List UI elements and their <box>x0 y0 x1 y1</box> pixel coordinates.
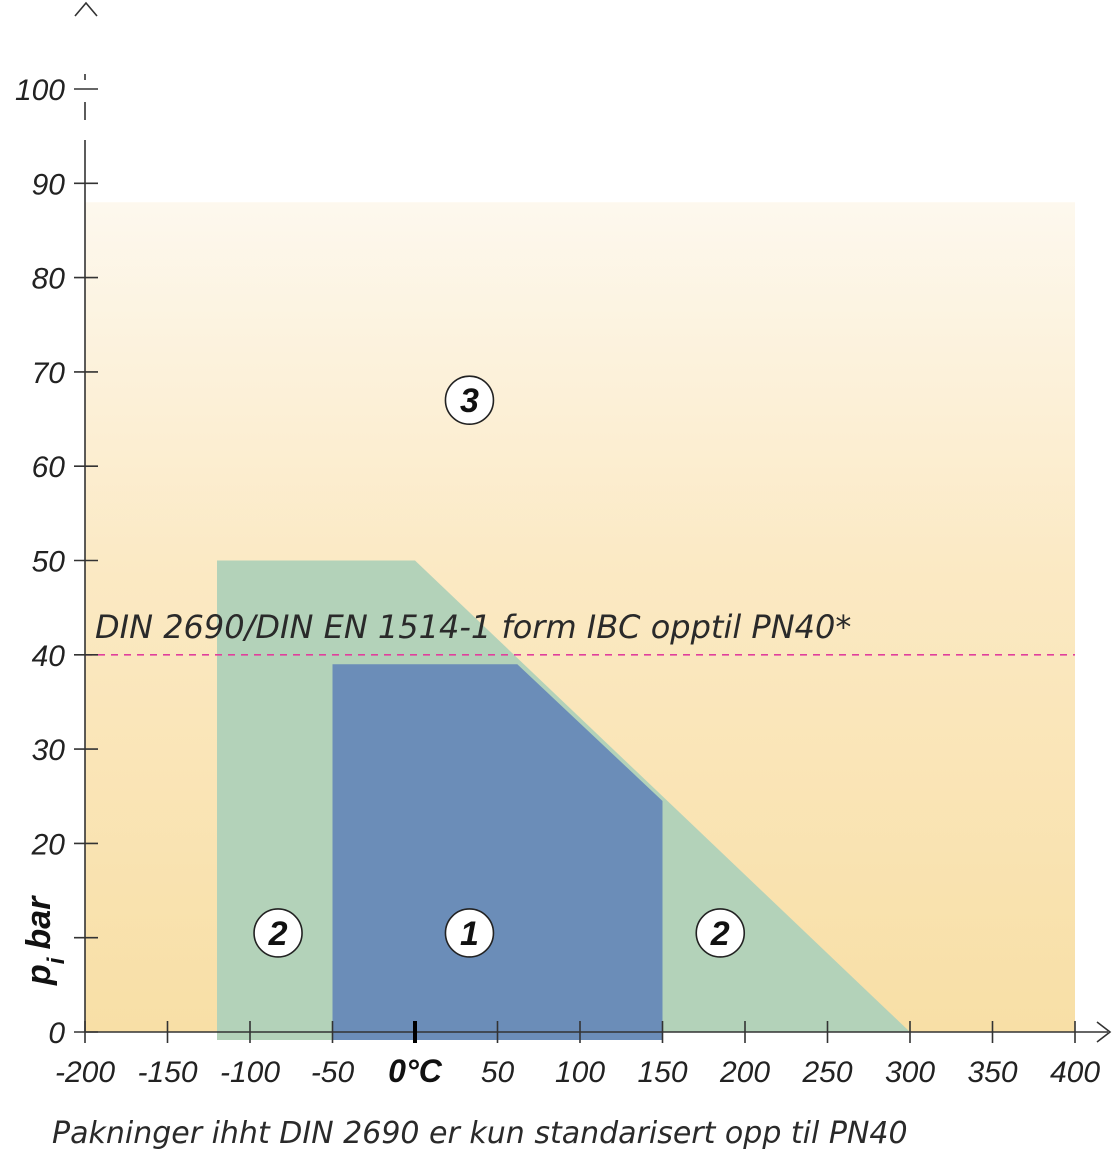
y-tick-label-6: 60 <box>32 451 66 484</box>
x-tick-label-4: 0°C <box>388 1053 443 1089</box>
region-zone-2-base-band <box>217 1032 333 1040</box>
y-tick-label-3: 30 <box>32 734 66 767</box>
y-tick-label-9: 90 <box>32 168 66 201</box>
x-tick-label-1: -150 <box>137 1056 197 1089</box>
zone-marker-circle-0 <box>444 375 495 425</box>
y-tick-label-2: 20 <box>31 828 66 861</box>
region-zone-1-2 <box>332 664 663 1032</box>
x-tick-label-11: 350 <box>967 1056 1017 1089</box>
zone-marker-2: 1 <box>444 908 495 958</box>
zone-marker-1: 2 <box>253 908 303 958</box>
y-tick-label-8: 80 <box>32 263 66 296</box>
y-tick-label-5: 50 <box>32 546 66 579</box>
x-tick-label-2: -100 <box>220 1056 280 1089</box>
zone-marker-label-0: 3 <box>460 382 479 420</box>
y-tick-label-4: 40 <box>32 640 66 673</box>
x-tick-label-9: 250 <box>801 1056 852 1089</box>
x-tick-label-3: -50 <box>311 1056 355 1089</box>
zone-marker-label-1: 2 <box>268 915 288 953</box>
x-tick-label-8: 200 <box>719 1056 770 1089</box>
zone-labels: 3 2 1 2 <box>253 375 746 958</box>
x-axis-arrow <box>1096 1021 1112 1043</box>
x-tick-label-6: 100 <box>555 1056 605 1089</box>
reference-line-label: DIN 2690/DIN EN 1514-1 form IBC opptil P… <box>95 608 851 646</box>
ticks: -200 -150 -100 -50 0°C 50 100 150 200 250 300 350 40… <box>15 74 1100 1089</box>
x-tick-label-0: -200 <box>55 1056 115 1089</box>
x-tick-label-7: 150 <box>637 1056 687 1089</box>
zone-marker-3: 2 <box>695 908 746 958</box>
y-axis-label-sub: i <box>43 956 70 964</box>
y-tick-label-0: 0 <box>48 1017 65 1050</box>
y-tick-label-7: 70 <box>32 357 66 390</box>
y-axis-label: pi bar <box>20 895 70 986</box>
zone-marker-label-2: 1 <box>460 915 479 953</box>
zone-marker-circle-2 <box>444 908 495 958</box>
y-axis-arrow <box>74 1 98 17</box>
x-tick-label-5: 50 <box>481 1056 515 1089</box>
y-axis-label-main: p <box>20 964 58 986</box>
zone-marker-circle-3 <box>695 908 746 958</box>
x-tick-label-12: 400 <box>1050 1056 1100 1089</box>
y-tick-label-10: 100 <box>15 74 65 107</box>
zone-marker-0: 3 <box>444 375 495 425</box>
x-tick-label-10: 300 <box>885 1056 935 1089</box>
footnote: Pakninger ihht DIN 2690 er kun standaris… <box>52 1116 908 1151</box>
axes <box>74 1 1112 1043</box>
zone-marker-label-3: 2 <box>710 915 730 953</box>
y-axis-label-unit: bar <box>20 895 58 950</box>
zone-marker-circle-1 <box>253 908 303 958</box>
